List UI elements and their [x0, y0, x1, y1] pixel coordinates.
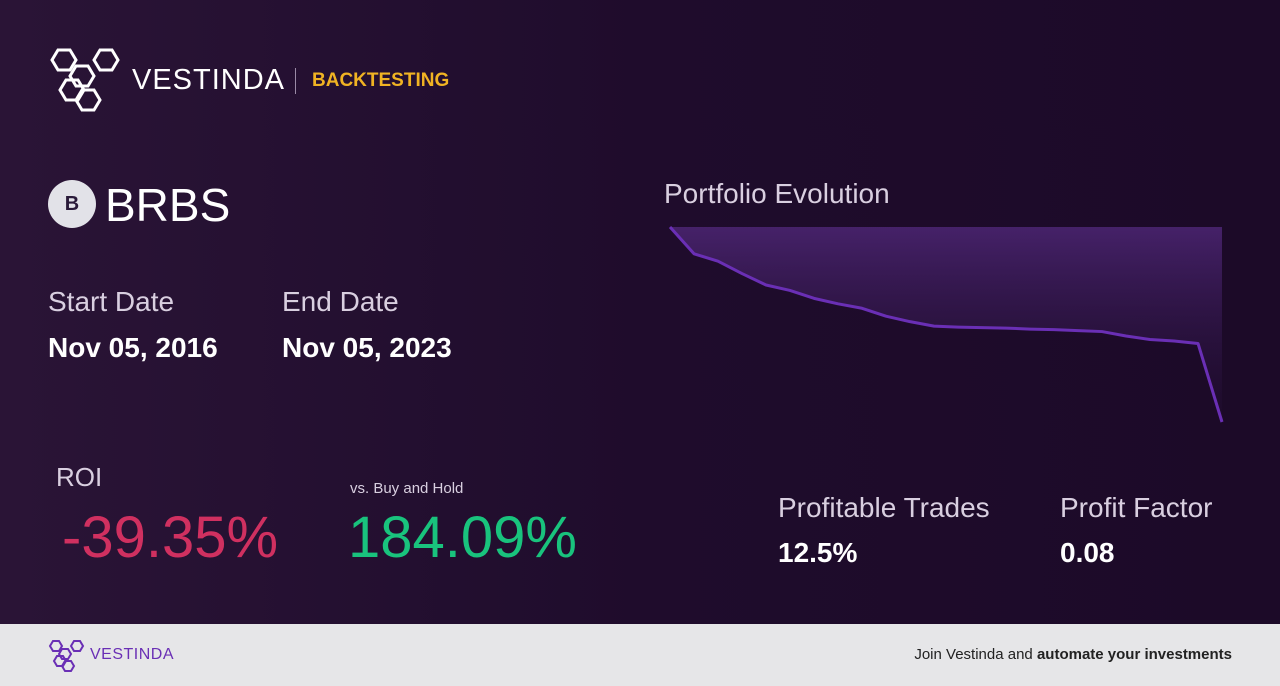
ticker: BRBS [105, 179, 231, 231]
chart-title: Portfolio Evolution [664, 178, 890, 209]
start-label: Start Date [48, 286, 175, 317]
footer-logo [48, 640, 85, 672]
brand: VESTINDA [132, 64, 286, 96]
chart [668, 225, 1224, 423]
section: BACKTESTING [312, 70, 450, 91]
footer-link[interactable]: automate your investments [1036, 646, 1232, 663]
footer: VESTINDA Join Vestinda and automate your… [0, 624, 1280, 686]
start-date: Nov 05, 2016 [48, 332, 218, 363]
ticker-icon: B [48, 180, 96, 228]
trades-label: Profitable Trades [778, 492, 990, 523]
footer-brand: VESTINDA [90, 646, 175, 663]
end-date: Nov 05, 2023 [282, 332, 452, 363]
card: VESTINDA BACKTESTING B BRBS Start Date N… [0, 0, 1280, 624]
footer-cta[interactable]: Join Vestinda and automate your investme… [914, 646, 1232, 663]
factor-label: Profit Factor [1060, 492, 1213, 523]
divider [295, 68, 296, 94]
line [668, 225, 1224, 423]
footer-text: Join Vestinda and [914, 646, 1033, 663]
area [670, 227, 1222, 422]
benchmark-value: 184.09% [348, 505, 577, 570]
roi-label: ROI [56, 462, 103, 492]
trades-value: 12.5% [778, 537, 858, 568]
logo-icon [50, 48, 120, 112]
benchmark-label: vs. Buy and Hold [350, 480, 464, 497]
end-label: End Date [282, 286, 399, 317]
factor-value: 0.08 [1060, 537, 1115, 568]
roi-value: -39.35% [62, 505, 279, 570]
